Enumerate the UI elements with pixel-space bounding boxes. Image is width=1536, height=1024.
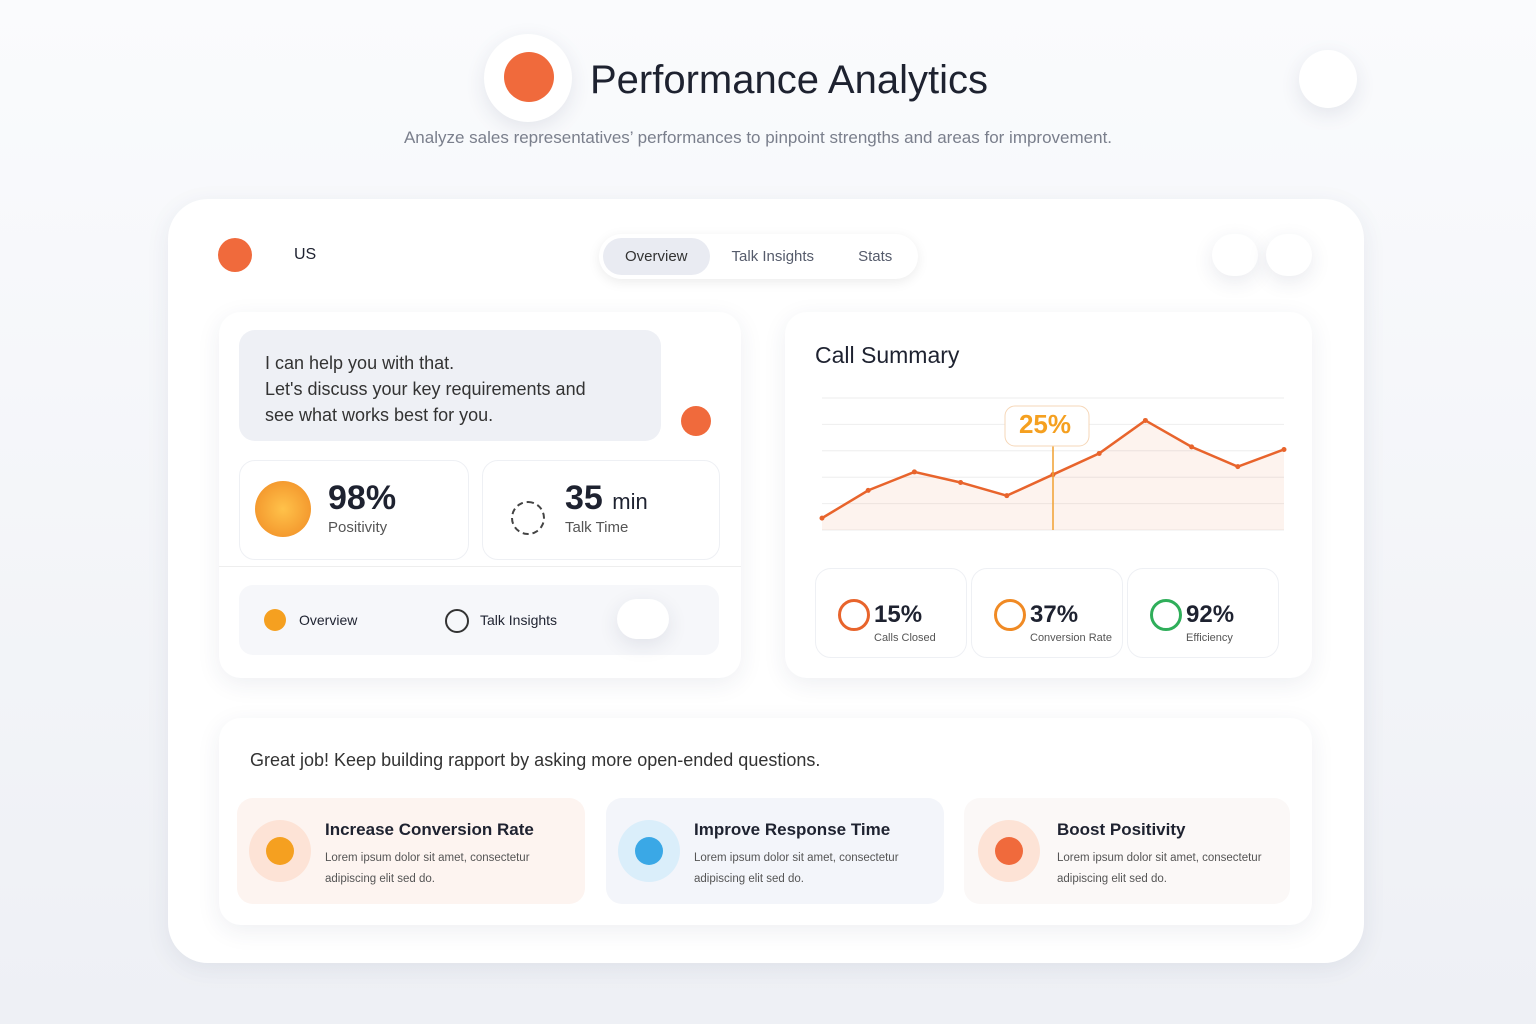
line-chart: 25% <box>819 397 1287 531</box>
tab[interactable]: Talk Insights <box>731 248 815 265</box>
tabs: Overview Talk Insights Stats <box>599 234 919 279</box>
point <box>1004 493 1010 499</box>
stat-unit: min <box>612 489 648 514</box>
metric-label: Conversion Rate <box>1030 632 1112 644</box>
chart-title: Call Summary <box>815 342 960 368</box>
icon-button[interactable] <box>1212 234 1258 276</box>
quick-links: Overview Talk Insights <box>239 585 719 655</box>
brand-icon <box>218 238 252 272</box>
metric-label: Efficiency <box>1186 632 1233 644</box>
point <box>1096 450 1102 456</box>
tip-title: Boost Positivity <box>1057 820 1186 839</box>
point <box>1235 464 1241 470</box>
tab[interactable]: Overview <box>603 238 710 275</box>
chat-bubble: I can help you with that. Let's discuss y… <box>239 330 661 441</box>
icon-button[interactable] <box>1266 234 1312 276</box>
metric-icon <box>994 599 1026 631</box>
logo <box>484 34 572 122</box>
emoji <box>255 481 311 537</box>
annotation-box <box>1004 405 1090 447</box>
tip-text: Lorem ipsum dolor sit amet, consectetur … <box>325 852 530 885</box>
title: Performance Analytics <box>590 58 988 102</box>
metric-card: 92% Efficiency <box>1127 568 1279 658</box>
feedback-message: Great job! Keep building rapport by aski… <box>250 750 821 770</box>
tip-card: Improve Response Time Lorem ipsum dolor s… <box>606 798 944 904</box>
metric-value: 92% <box>1186 601 1235 628</box>
metric-value: 37% <box>1030 601 1079 628</box>
metric-icon <box>1150 599 1182 631</box>
tab[interactable]: Stats <box>858 248 893 265</box>
metric-card: 37% Conversion Rate <box>971 568 1123 658</box>
point <box>1189 444 1195 450</box>
point <box>1281 446 1287 452</box>
tip-card: Increase Conversion Rate Lorem ipsum dolo… <box>237 798 585 904</box>
stat-card: 98% Positivity <box>239 460 469 560</box>
stat-number: 35 <box>565 479 603 517</box>
link[interactable]: Talk Insights <box>480 612 558 628</box>
link[interactable]: Overview <box>299 612 358 628</box>
avatar <box>681 406 711 436</box>
annotation: 25% <box>1019 409 1071 439</box>
tip-text: Lorem ipsum dolor sit amet, consectetur … <box>694 852 899 885</box>
more-button[interactable] <box>617 599 669 639</box>
divider <box>219 566 741 567</box>
metric-label: Calls Closed <box>874 632 936 644</box>
stat-value: 98% <box>328 479 397 517</box>
brand: US <box>294 246 317 263</box>
chat-line: see what works best for you. <box>265 405 494 425</box>
point <box>819 515 825 521</box>
stat-value: 35 min <box>565 479 648 518</box>
icon <box>264 609 286 631</box>
clock <box>511 501 545 535</box>
tip-title: Increase Conversion Rate <box>325 820 534 839</box>
chat-line: I can help you with that. <box>265 353 455 373</box>
settings-button[interactable] <box>1299 50 1357 108</box>
chat-line: Let's discuss your key requirements and <box>265 379 586 399</box>
tip-card: Boost Positivity Lorem ipsum dolor sit am… <box>964 798 1290 904</box>
tip-title: Improve Response Time <box>694 820 891 839</box>
metric-value: 15% <box>874 601 923 628</box>
stat-label: Positivity <box>328 519 388 536</box>
stat-label: Talk Time <box>565 519 629 536</box>
point <box>911 469 917 475</box>
point <box>958 479 964 485</box>
metric-icon <box>838 599 870 631</box>
point <box>865 487 871 493</box>
stat-card: 35 min Talk Time <box>482 460 720 560</box>
tip-text: Lorem ipsum dolor sit amet, consectetur … <box>1057 852 1262 885</box>
metric-card: 15% Calls Closed <box>815 568 967 658</box>
point <box>1142 417 1148 423</box>
icon <box>445 609 469 633</box>
subtitle: Analyze sales representatives’ performan… <box>403 128 1113 147</box>
